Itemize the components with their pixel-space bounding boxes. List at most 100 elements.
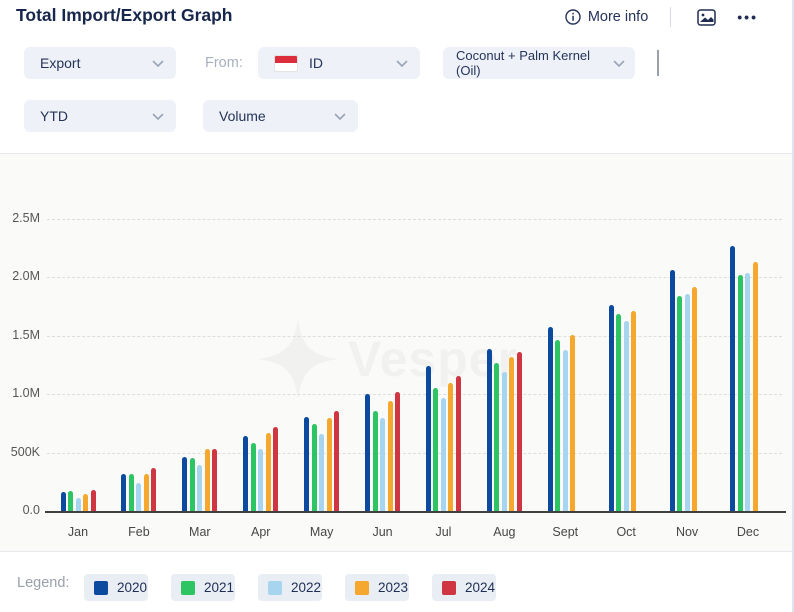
x-axis-label-mar: Mar <box>172 525 228 539</box>
bar-dec-2021[interactable] <box>738 275 743 511</box>
bar-dec-2020[interactable] <box>730 246 735 511</box>
bar-nov-2023[interactable] <box>692 287 697 511</box>
y-axis-tick-label: 1.0M <box>0 386 40 400</box>
x-axis-label-sept: Sept <box>537 525 593 539</box>
bar-sept-2023[interactable] <box>570 335 575 511</box>
bar-mar-2020[interactable] <box>182 457 187 511</box>
bar-chart: Vesper 0.0500K1.0M1.5M2.0M2.5M JanFebMar… <box>0 153 792 552</box>
y-axis-tick-label: 2.5M <box>0 211 40 225</box>
bar-may-2023[interactable] <box>327 418 332 511</box>
x-axis-label-may: May <box>294 525 350 539</box>
bar-sept-2021[interactable] <box>555 340 560 511</box>
bar-jul-2023[interactable] <box>448 383 453 511</box>
bar-mar-2024[interactable] <box>212 449 217 511</box>
bar-jan-2021[interactable] <box>68 491 73 511</box>
bar-may-2022[interactable] <box>319 434 324 511</box>
legend-swatch-2023 <box>355 581 369 595</box>
bar-may-2021[interactable] <box>312 424 317 511</box>
trade-direction-dropdown[interactable]: Export <box>24 47 176 79</box>
legend-item-2022[interactable]: 2022 <box>258 574 322 601</box>
bar-oct-2023[interactable] <box>631 311 636 511</box>
chevron-down-icon <box>334 108 346 124</box>
bar-nov-2022[interactable] <box>685 294 690 511</box>
bar-jul-2020[interactable] <box>426 366 431 511</box>
legend-year-label: 2020 <box>117 580 147 595</box>
bar-may-2020[interactable] <box>304 417 309 511</box>
chevron-down-icon <box>152 108 164 124</box>
bar-jun-2021[interactable] <box>373 411 378 511</box>
y-axis-tick-label: 500K <box>0 445 40 459</box>
product-value: Coconut + Palm Kernel (Oil) <box>456 48 605 78</box>
legend-item-2023[interactable]: 2023 <box>345 574 409 601</box>
bar-may-2024[interactable] <box>334 411 339 511</box>
indonesia-flag-icon <box>274 55 298 72</box>
y-axis-tick-label: 0.0 <box>0 503 40 517</box>
more-info-button[interactable]: More info <box>565 9 648 25</box>
legend-item-2020[interactable]: 2020 <box>84 574 148 601</box>
bar-feb-2022[interactable] <box>136 483 141 511</box>
bar-nov-2021[interactable] <box>677 296 682 511</box>
bar-jun-2023[interactable] <box>388 401 393 511</box>
bar-apr-2023[interactable] <box>266 433 271 511</box>
legend-year-label: 2022 <box>291 580 321 595</box>
x-axis-line <box>45 511 786 513</box>
legend-year-label: 2023 <box>378 580 408 595</box>
more-options-button[interactable]: ••• <box>733 9 762 25</box>
legend-item-2021[interactable]: 2021 <box>171 574 235 601</box>
info-icon <box>565 9 581 25</box>
bar-apr-2024[interactable] <box>273 427 278 511</box>
bar-nov-2020[interactable] <box>670 270 675 511</box>
bar-dec-2022[interactable] <box>745 273 750 511</box>
bar-feb-2023[interactable] <box>144 474 149 511</box>
bar-jan-2024[interactable] <box>91 490 96 511</box>
bar-mar-2022[interactable] <box>197 465 202 511</box>
bar-apr-2022[interactable] <box>258 449 263 511</box>
x-axis-label-jan: Jan <box>50 525 106 539</box>
bar-mar-2021[interactable] <box>190 458 195 511</box>
bar-dec-2023[interactable] <box>753 262 758 511</box>
bar-aug-2023[interactable] <box>509 357 514 511</box>
bar-jul-2022[interactable] <box>441 398 446 511</box>
x-axis-label-oct: Oct <box>598 525 654 539</box>
import-export-graph-panel: Total Import/Export Graph More info ••• … <box>0 0 794 612</box>
bar-aug-2022[interactable] <box>502 372 507 511</box>
bar-jan-2022[interactable] <box>76 498 81 511</box>
bar-feb-2024[interactable] <box>151 468 156 511</box>
legend-item-2024[interactable]: 2024 <box>432 574 496 601</box>
bar-mar-2023[interactable] <box>205 449 210 511</box>
bar-jan-2023[interactable] <box>83 494 88 511</box>
country-dropdown[interactable]: ID <box>258 47 420 79</box>
measure-dropdown[interactable]: Volume <box>203 100 358 132</box>
period-dropdown[interactable]: YTD <box>24 100 176 132</box>
bar-jan-2020[interactable] <box>61 492 66 511</box>
legend: Legend: 2020 2021 2022 2023 2024 <box>0 553 792 612</box>
bar-feb-2020[interactable] <box>121 474 126 511</box>
bar-apr-2020[interactable] <box>243 436 248 511</box>
bar-jul-2021[interactable] <box>433 388 438 511</box>
chevron-down-icon <box>152 55 164 71</box>
measure-value: Volume <box>219 108 266 124</box>
bar-aug-2021[interactable] <box>494 363 499 511</box>
x-axis-label-apr: Apr <box>233 525 289 539</box>
legend-swatch-2022 <box>268 581 282 595</box>
watermark: Vesper <box>258 319 518 399</box>
bar-sept-2020[interactable] <box>548 327 553 511</box>
bar-aug-2024[interactable] <box>517 352 522 511</box>
bar-apr-2021[interactable] <box>251 443 256 511</box>
trade-direction-value: Export <box>40 55 80 71</box>
chevron-down-icon <box>613 56 625 71</box>
bar-oct-2020[interactable] <box>609 305 614 511</box>
bar-jun-2024[interactable] <box>395 392 400 511</box>
bar-jun-2022[interactable] <box>380 418 385 511</box>
bar-jul-2024[interactable] <box>456 376 461 511</box>
legend-year-label: 2024 <box>465 580 495 595</box>
bar-sept-2022[interactable] <box>563 350 568 511</box>
bar-oct-2021[interactable] <box>616 314 621 511</box>
export-image-button[interactable] <box>693 4 719 30</box>
bar-oct-2022[interactable] <box>624 321 629 511</box>
x-axis-label-dec: Dec <box>720 525 776 539</box>
bar-jun-2020[interactable] <box>365 394 370 511</box>
bar-feb-2021[interactable] <box>129 474 134 511</box>
product-dropdown[interactable]: Coconut + Palm Kernel (Oil) <box>443 47 635 79</box>
bar-aug-2020[interactable] <box>487 349 492 511</box>
